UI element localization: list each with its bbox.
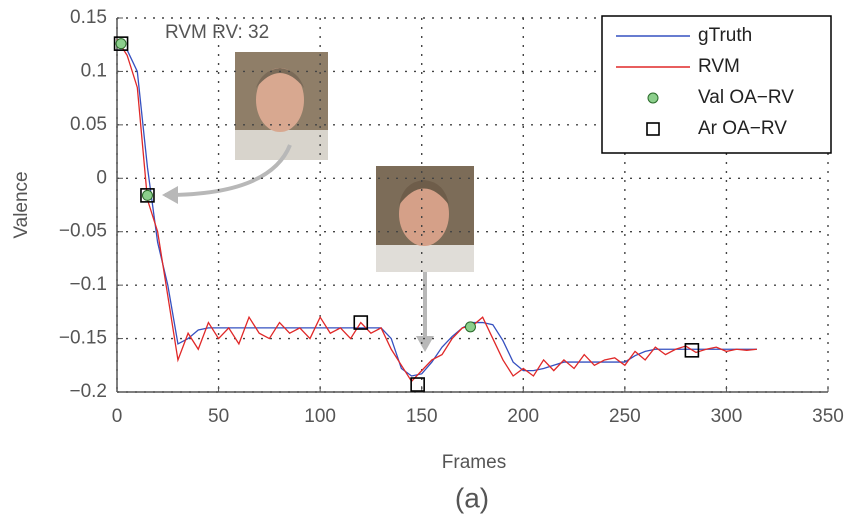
- x-tick-label: 200: [507, 406, 539, 427]
- x-tick-label: 150: [406, 406, 438, 427]
- x-tick-label: 100: [304, 406, 336, 427]
- y-tick-label: −0.05: [59, 221, 107, 242]
- series-line: [117, 49, 757, 377]
- legend-marker: [646, 122, 660, 136]
- x-tick-label: 50: [208, 406, 229, 427]
- x-axis-label: Frames: [442, 452, 506, 473]
- legend-marker: [647, 92, 659, 104]
- y-tick-label: 0.15: [70, 7, 107, 28]
- annotation: RVM RV: 32: [165, 22, 269, 43]
- y-tick-label: −0.2: [69, 381, 107, 402]
- ar-point: [353, 315, 369, 330]
- legend-label: Val OA−RV: [698, 87, 794, 108]
- arrowhead: [416, 336, 434, 352]
- legend-label: gTruth: [698, 25, 752, 46]
- y-tick-label: −0.15: [59, 328, 107, 349]
- series-line: [116, 39, 757, 383]
- y-axis-label: Valence: [11, 171, 32, 238]
- ar-point: [113, 36, 129, 51]
- face-photo: [235, 52, 328, 160]
- ar-point: [684, 343, 700, 358]
- y-tick-label: 0: [96, 167, 107, 188]
- x-tick-label: 250: [609, 406, 641, 427]
- y-tick-label: −0.1: [69, 274, 107, 295]
- legend-label: Ar OA−RV: [698, 118, 787, 139]
- val-point: [141, 189, 153, 201]
- val-point: [115, 38, 127, 50]
- y-tick-label: 0.1: [81, 60, 107, 81]
- val-point: [464, 321, 476, 333]
- x-tick-label: 350: [812, 406, 844, 427]
- ar-point: [410, 377, 425, 392]
- arrowhead: [162, 186, 178, 204]
- face-photo: [376, 166, 474, 272]
- legend-label: RVM: [698, 56, 740, 77]
- y-tick-label: 0.05: [70, 114, 107, 135]
- caption: (a): [455, 482, 489, 513]
- ar-point: [140, 188, 155, 203]
- x-tick-label: 0: [112, 406, 123, 427]
- x-tick-label: 300: [711, 406, 743, 427]
- arrow: [164, 144, 292, 197]
- legend-box: [601, 15, 832, 154]
